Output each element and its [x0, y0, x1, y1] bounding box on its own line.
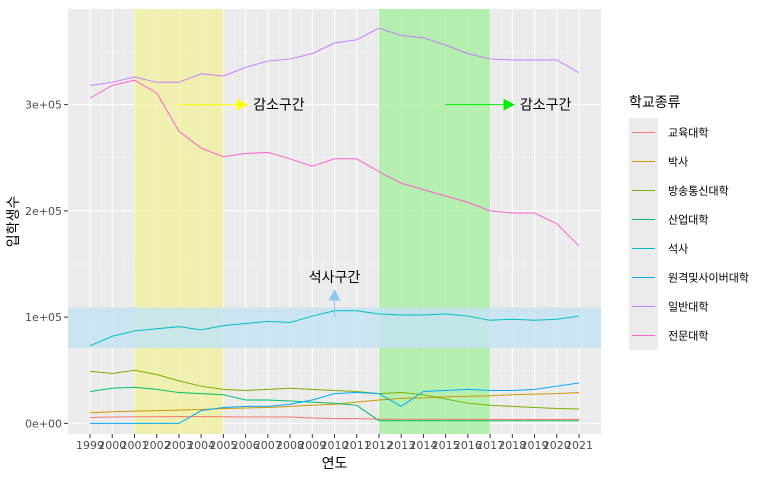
x-tick-label: 2020	[543, 439, 571, 452]
y-axis-title: 입학생수	[6, 196, 22, 248]
x-tick-label: 2021	[565, 439, 593, 452]
legend-entry-5: 원격및사이버대학	[629, 263, 749, 292]
legend-entry-2: 방송통신대학	[629, 176, 729, 205]
x-tick-label: 2001	[120, 439, 148, 452]
legend-title: 학교종류	[629, 95, 681, 111]
series-lines	[89, 27, 580, 424]
x-tick-label: 2011	[343, 439, 371, 452]
legend-entry-1: 박사	[629, 147, 688, 176]
annotation-label-2: 석사구간	[309, 270, 361, 286]
series-line-3	[89, 386, 579, 422]
x-axis: 1999200020012002200320042005200620072008…	[76, 434, 593, 452]
x-tick-label: 2002	[143, 439, 171, 452]
x-tick-label: 2012	[365, 439, 393, 452]
series-line-0	[89, 416, 579, 420]
y-tick-label: 0e+00	[25, 417, 62, 430]
x-tick-label: 2010	[321, 439, 349, 452]
annotation-arrow-head-1	[503, 98, 515, 111]
y-tick-label: 2e+05	[25, 205, 62, 218]
y-tick-label: 1e+05	[25, 311, 62, 324]
x-tick-label: 2008	[276, 439, 304, 452]
legend-label: 방송통신대학	[668, 185, 729, 198]
legend-entry-0: 교육대학	[629, 118, 708, 147]
x-tick-label: 2000	[98, 439, 126, 452]
series-line-7	[89, 79, 580, 247]
x-axis-title: 연도	[322, 456, 348, 472]
annotation-label-0: 감소구간	[253, 98, 305, 114]
x-tick-label: 2005	[209, 439, 237, 452]
legend-entry-7: 전문대학	[629, 321, 708, 350]
x-tick-label: 2018	[498, 439, 526, 452]
annotation-arrow-head-0	[236, 98, 248, 111]
legend-label: 전문대학	[668, 330, 708, 343]
series-line-6	[89, 27, 580, 86]
legend-entry-4: 석사	[629, 234, 688, 263]
legend-label: 원격및사이버대학	[668, 272, 749, 285]
x-tick-label: 2013	[387, 439, 415, 452]
legend-entry-3: 산업대학	[629, 205, 708, 234]
x-tick-label: 2016	[454, 439, 482, 452]
series-line-2	[89, 369, 580, 410]
series-line-1	[89, 392, 580, 414]
series-line-5	[90, 382, 580, 424]
x-tick-label: 2019	[521, 439, 549, 452]
x-tick-label: 1999	[76, 439, 104, 452]
highlight-bands	[68, 9, 601, 434]
y-axis: 0e+00 1e+05 2e+05 3e+05	[25, 99, 68, 430]
legend-label: 석사	[668, 243, 688, 256]
legend-label: 일반대학	[668, 300, 708, 314]
x-tick-label: 2003	[165, 439, 193, 452]
x-tick-label: 2009	[298, 439, 326, 452]
highlight-band-0	[134, 9, 224, 434]
annotation-arrow-head-2	[328, 289, 341, 301]
legend-label: 교육대학	[668, 127, 708, 140]
x-tick-label: 2014	[409, 439, 437, 452]
x-tick-label: 2017	[476, 439, 504, 452]
legend-label: 산업대학	[668, 214, 708, 227]
legend-label: 박사	[668, 156, 688, 169]
y-tick-label: 3e+05	[25, 99, 62, 112]
x-tick-label: 2004	[187, 439, 215, 452]
x-tick-label: 2007	[254, 439, 282, 452]
annotation-label-1: 감소구간	[520, 98, 572, 114]
x-tick-label: 2006	[232, 439, 260, 452]
highlight-band-1	[378, 9, 491, 434]
x-tick-label: 2015	[432, 439, 460, 452]
legend-entry-6: 일반대학	[629, 292, 708, 321]
